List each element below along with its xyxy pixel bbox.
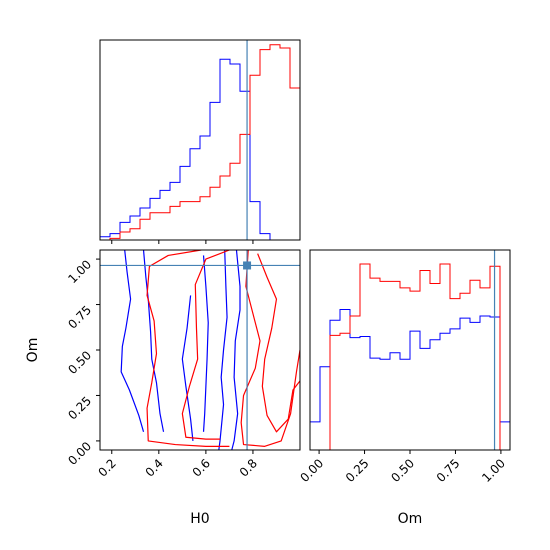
contour-line: [181, 295, 194, 441]
hist-series-2: [100, 44, 300, 240]
hist-h0-bars: [100, 40, 300, 240]
hist-series-2: [310, 263, 510, 450]
contour-line: [181, 250, 230, 440]
truth-marker: [243, 261, 252, 270]
contour-lines: [100, 250, 300, 450]
contour-line: [231, 250, 241, 450]
contour-line: [257, 253, 300, 433]
contour-line: [142, 250, 165, 432]
hist-h0-frame: [99, 39, 301, 241]
contour-line: [202, 255, 209, 432]
contour-y-label: Om: [25, 338, 41, 363]
panel-hist-h0: [99, 39, 301, 244]
hist-series-1: [310, 308, 510, 450]
hist-om-bars: [310, 250, 510, 450]
contour-line: [240, 250, 300, 447]
hist-h0-x-ticks: [111, 240, 254, 244]
hist-series-1: [100, 58, 300, 240]
contour-x-label: H0: [190, 511, 209, 527]
contour-line: [120, 250, 145, 432]
hist-om-x-label: Om: [398, 511, 423, 527]
contour-line: [146, 250, 230, 447]
contour-line: [218, 250, 228, 450]
